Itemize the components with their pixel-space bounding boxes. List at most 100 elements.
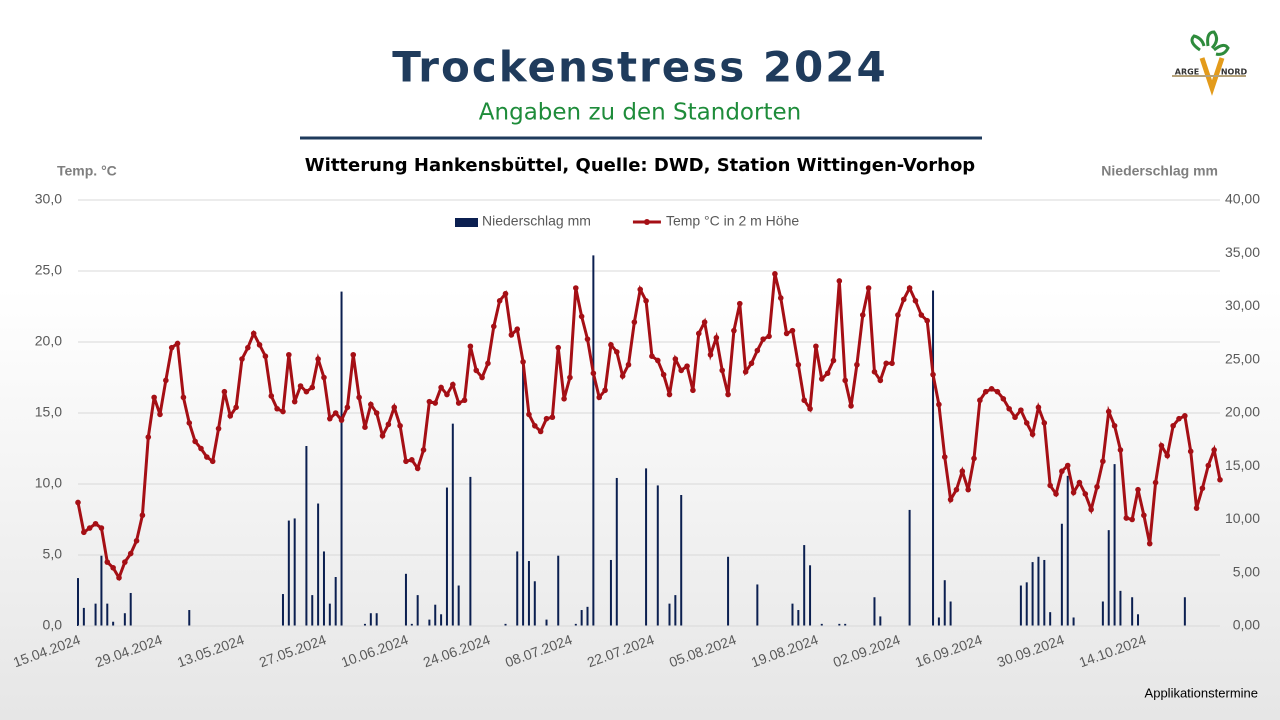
marker: [701, 319, 708, 325]
bar: [838, 623, 841, 626]
marker: [432, 400, 439, 406]
bar: [451, 423, 454, 626]
marker: [332, 410, 339, 416]
marker: [1070, 489, 1077, 496]
marker: [414, 465, 421, 472]
marker: [1182, 413, 1188, 419]
marker: [92, 520, 99, 527]
bar: [305, 446, 308, 626]
marker: [854, 361, 860, 368]
bar: [82, 607, 85, 626]
marker: [461, 397, 468, 404]
bar: [112, 621, 115, 626]
marker: [1176, 415, 1182, 422]
marker: [491, 323, 497, 330]
marker: [268, 393, 275, 399]
page-subtitle: Angaben zu den Standorten: [479, 100, 801, 126]
marker: [1164, 452, 1171, 459]
bar: [287, 520, 290, 626]
marker: [532, 422, 538, 429]
marker: [836, 278, 843, 284]
marker: [1205, 462, 1212, 469]
bar: [1049, 612, 1052, 626]
marker: [988, 386, 995, 392]
marker: [409, 457, 415, 463]
marker: [438, 384, 444, 391]
marker: [871, 369, 878, 375]
bar: [656, 485, 659, 626]
marker: [139, 512, 146, 519]
bar: [334, 577, 337, 626]
marker: [473, 367, 480, 374]
marker: [1146, 540, 1153, 547]
marker: [1088, 506, 1094, 513]
marker: [1012, 414, 1018, 421]
marker: [672, 356, 679, 362]
bar: [317, 503, 320, 626]
bar: [580, 610, 583, 626]
bar: [369, 613, 372, 626]
bar: [645, 468, 648, 626]
bar: [123, 613, 126, 626]
logo: ARGE NORD: [1172, 30, 1248, 96]
bar: [1037, 556, 1040, 626]
bar: [328, 603, 331, 626]
marker: [1100, 458, 1106, 465]
marker: [1211, 447, 1217, 453]
marker: [1041, 420, 1048, 426]
marker: [1094, 484, 1100, 490]
marker: [848, 403, 854, 409]
marker: [695, 330, 702, 337]
marker: [690, 387, 696, 394]
marker: [760, 336, 766, 342]
marker: [994, 388, 1001, 395]
marker: [772, 271, 778, 277]
marker: [286, 351, 292, 358]
marker: [502, 290, 509, 297]
bar: [932, 290, 935, 626]
marker: [256, 342, 263, 348]
marker: [1123, 515, 1130, 521]
bar: [680, 495, 683, 626]
marker: [403, 458, 409, 465]
bar: [615, 477, 618, 626]
marker: [971, 455, 977, 462]
marker: [912, 298, 919, 304]
marker: [766, 333, 772, 340]
y2-axis-label: Niederschlag mm: [1101, 163, 1218, 179]
marker: [485, 360, 491, 367]
marker: [1018, 407, 1024, 413]
legend-swatch: [455, 218, 478, 227]
marker: [250, 330, 257, 337]
marker: [526, 411, 532, 418]
marker: [274, 405, 280, 412]
bar: [545, 619, 548, 626]
marker: [748, 360, 755, 367]
bar: [609, 559, 612, 626]
bar: [1113, 464, 1116, 626]
marker: [221, 388, 228, 395]
bar: [1107, 530, 1110, 626]
marker: [777, 295, 784, 301]
y2-tick-label: 30,00: [1225, 297, 1260, 313]
y2-tick-label: 20,00: [1225, 404, 1260, 420]
bar: [504, 623, 507, 626]
marker: [813, 343, 819, 350]
marker: [168, 344, 175, 351]
marker: [572, 285, 579, 291]
marker: [280, 408, 286, 415]
marker: [1117, 447, 1124, 453]
marker: [233, 404, 239, 411]
bar: [1131, 597, 1134, 626]
y2-tick-label: 10,00: [1225, 510, 1260, 526]
marker: [379, 432, 386, 439]
y2-tick-label: 40,00: [1225, 191, 1260, 207]
bar: [100, 555, 103, 626]
y-tick-label: 15,0: [35, 404, 62, 420]
x-tick-label: 30.09.2024: [995, 631, 1067, 670]
marker: [496, 298, 503, 304]
marker: [719, 367, 726, 374]
footnote: Applikationstermine: [1145, 685, 1258, 700]
marker: [555, 344, 562, 351]
marker: [842, 377, 848, 384]
